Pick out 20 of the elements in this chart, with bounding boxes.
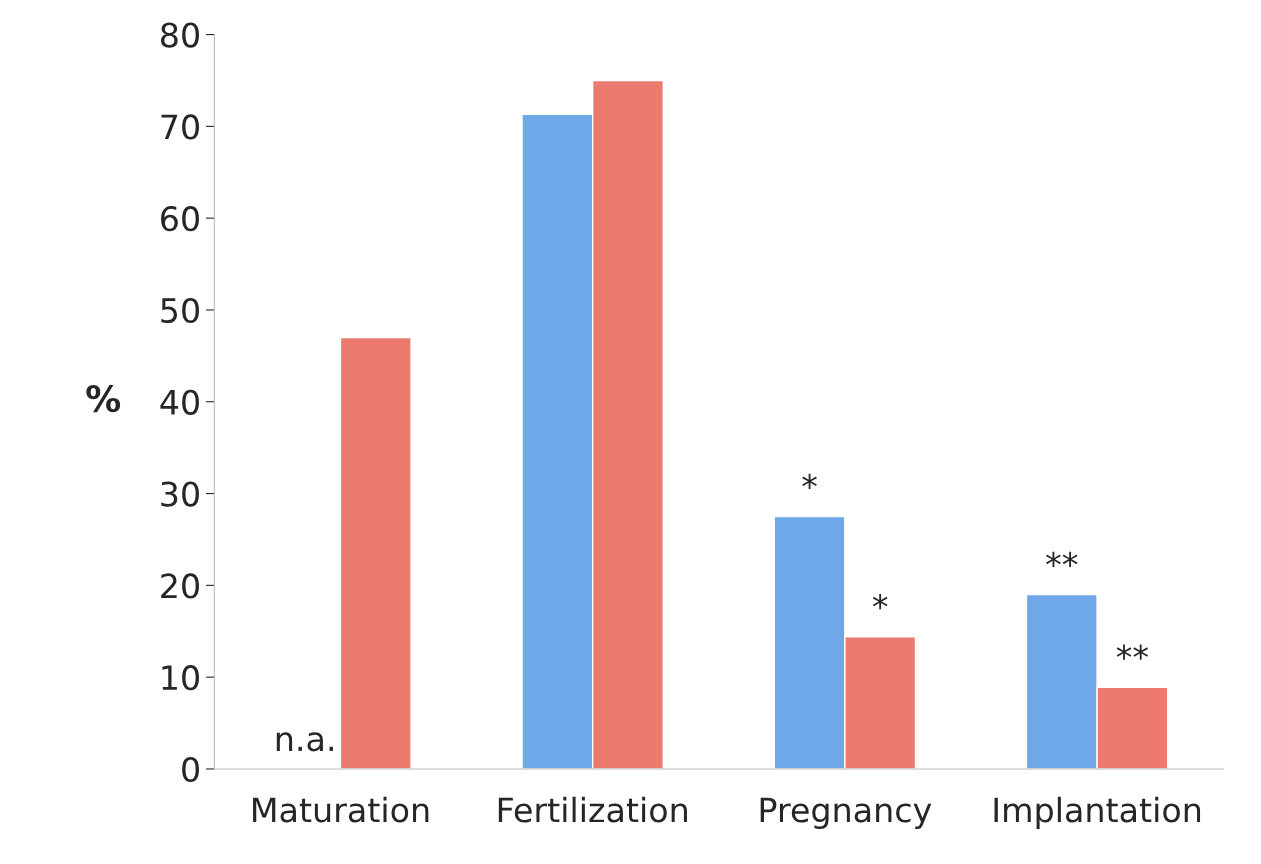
annotation: n.a. [276,732,333,752]
annotation: ** [1116,644,1149,660]
bar [339,336,412,769]
y-tick-label: 30 [161,481,199,507]
y-tick-label: 0 [182,756,199,783]
annotation: * [802,473,817,489]
y-tick-label: 10 [162,665,199,691]
y-tick-label: 40 [160,389,199,415]
annotation: * [872,593,888,610]
y-axis-title: % [86,384,121,413]
x-tick-label: Fertilization [498,796,687,823]
annotation: ** [1046,551,1078,567]
y-tick-label: 20 [161,573,199,599]
y-tick-label: 70 [161,114,199,140]
y-tick-label: 50 [161,297,199,324]
y-tick-label: 60 [161,206,199,232]
x-tick-label: Implantation [994,796,1201,829]
x-tick-label: Maturation [253,796,429,823]
y-tick-label: 80 [161,22,199,48]
x-tick-label: Pregnancy [760,797,932,829]
